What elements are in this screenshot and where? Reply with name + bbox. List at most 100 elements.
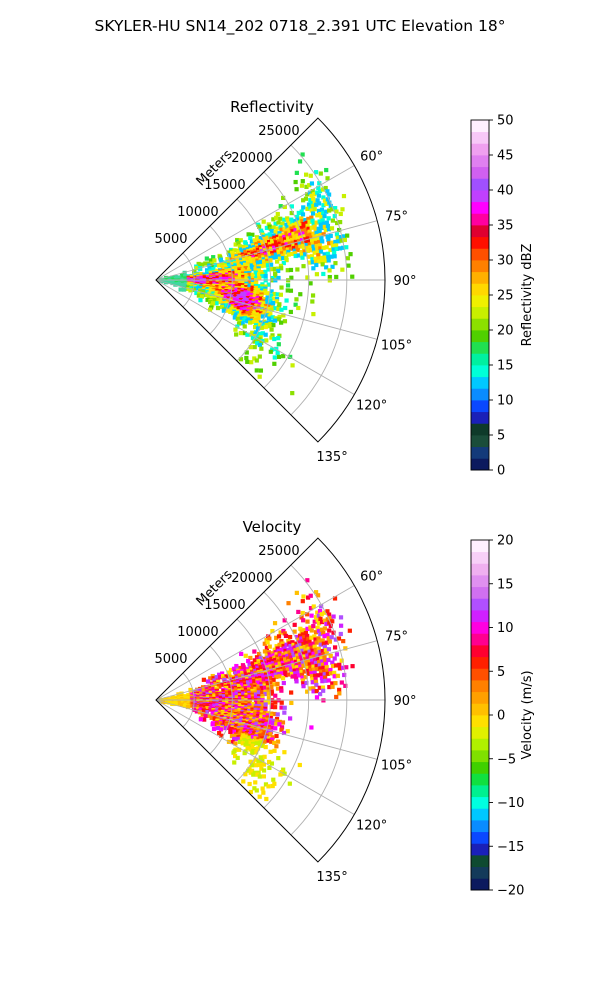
- echo-field: [157, 578, 355, 802]
- azimuth-tick-label: 135°: [316, 450, 347, 465]
- colorbar-segment: [471, 831, 489, 844]
- colorbar-segment: [471, 633, 489, 646]
- azimuth-gridline: [155, 279, 378, 340]
- sector-outline: [155, 117, 386, 443]
- colorbar-segment: [471, 353, 489, 366]
- colorbar-tick-label: 35: [497, 219, 514, 234]
- colorbar-segment: [471, 131, 489, 144]
- azimuth-gridline: [155, 699, 355, 815]
- colorbar-segment: [471, 400, 489, 413]
- colorbar-segment: [471, 703, 489, 716]
- azimuth-gridline: [155, 640, 378, 701]
- colorbar-segment: [471, 236, 489, 249]
- colorbar-segment: [471, 610, 489, 623]
- range-tick-label: 10000: [177, 625, 218, 640]
- colorbar-segment: [471, 155, 489, 168]
- figure-suptitle: SKYLER-HU SN14_202 0718_2.391 UTC Elevat…: [95, 17, 506, 36]
- colorbar-tick-label: 5: [497, 429, 505, 444]
- colorbar-segment: [471, 435, 489, 448]
- azimuth-tick-label: 60°: [360, 570, 383, 585]
- colorbar-segment: [471, 621, 489, 634]
- azimuth-tick-label: 90°: [393, 694, 416, 709]
- colorbar-tick-label: 0: [497, 709, 505, 724]
- colorbar-segment: [471, 341, 489, 354]
- colorbar-segment: [471, 166, 489, 179]
- colorbar-segment: [471, 190, 489, 203]
- azimuth-tick-label: 75°: [385, 630, 408, 645]
- colorbar-segment: [471, 318, 489, 331]
- colorbar-segment: [471, 260, 489, 273]
- colorbar-segment: [471, 855, 489, 868]
- colorbar: 0 5 10 15 20 25 30 35 40 45 50 Reflectivity dBZ: [470, 114, 535, 479]
- azimuth-gridline: [155, 279, 355, 395]
- colorbar-segment: [471, 306, 489, 319]
- colorbar: 20 15 10 5 0 −5 −10 −15 −20 Velocity (m/s): [470, 534, 535, 899]
- colorbar-tick-label: 40: [497, 184, 514, 199]
- colorbar-segment: [471, 283, 489, 296]
- colorbar-label: Reflectivity dBZ: [520, 244, 535, 347]
- colorbar-segment: [471, 213, 489, 226]
- colorbar-segment: [471, 248, 489, 261]
- azimuth-tick-label: 90°: [393, 274, 416, 289]
- panel-title: Velocity: [243, 518, 302, 536]
- colorbar-segment: [471, 458, 489, 471]
- velocity-panel: Velocity 5000 10000 15000 20000 25000 60° 75° 90…: [154, 518, 535, 899]
- azimuth-tick-label: 105°: [381, 338, 412, 353]
- reflectivity-panel: Reflectivity 5000 10000 15000 20000 25000 60° 7…: [154, 98, 535, 479]
- colorbar-tick-label: 10: [497, 394, 514, 409]
- colorbar-tick-label: 0: [497, 464, 505, 479]
- colorbar-tick-label: 15: [497, 577, 514, 592]
- colorbar-segment: [471, 563, 489, 576]
- colorbar-segment: [471, 446, 489, 459]
- colorbar-segment: [471, 785, 489, 798]
- colorbar-segment: [471, 866, 489, 879]
- azimuth-tick-label: 135°: [316, 870, 347, 885]
- colorbar-tick-label: −10: [497, 796, 524, 811]
- colorbar-segment: [471, 878, 489, 891]
- colorbar-segment: [471, 645, 489, 658]
- colorbar-label: Velocity (m/s): [520, 670, 535, 759]
- range-tick-label: 15000: [204, 178, 245, 193]
- azimuth-tick-label: 120°: [356, 819, 387, 834]
- colorbar-segment: [471, 120, 489, 133]
- azimuth-tick-label: 75°: [385, 210, 408, 225]
- colorbar-segment: [471, 773, 489, 786]
- range-tick-label: 5000: [154, 232, 187, 247]
- range-tick-label: 10000: [177, 205, 218, 220]
- colorbar-segment: [471, 738, 489, 751]
- colorbar-segment: [471, 715, 489, 728]
- colorbar-segment: [471, 376, 489, 389]
- colorbar-tick-label: 20: [497, 534, 514, 549]
- colorbar-tick-label: −20: [497, 884, 524, 899]
- colorbar-tick-label: −5: [497, 752, 516, 767]
- colorbar-segment: [471, 540, 489, 553]
- colorbar-segment: [471, 680, 489, 693]
- colorbar-segment: [471, 330, 489, 343]
- sector-outline: [155, 537, 386, 863]
- colorbar-tick-label: 20: [497, 324, 514, 339]
- colorbar-tick-label: −15: [497, 840, 524, 855]
- azimuth-tick-label: 60°: [360, 150, 383, 165]
- range-tick-label: 15000: [204, 598, 245, 613]
- colorbar-segment: [471, 295, 489, 308]
- panel-title: Reflectivity: [230, 98, 314, 116]
- colorbar-segment: [471, 656, 489, 669]
- colorbar-segment: [471, 586, 489, 599]
- colorbar-segment: [471, 201, 489, 214]
- range-tick-label: 5000: [154, 652, 187, 667]
- colorbar-tick-label: 45: [497, 149, 514, 164]
- colorbar-segment: [471, 726, 489, 739]
- azimuth-gridline: [155, 699, 378, 760]
- colorbar-segment: [471, 388, 489, 401]
- colorbar-segment: [471, 143, 489, 156]
- colorbar-segment: [471, 750, 489, 763]
- colorbar-segment: [471, 365, 489, 378]
- colorbar-segment: [471, 411, 489, 424]
- colorbar-tick-label: 10: [497, 621, 514, 636]
- colorbar-segment: [471, 808, 489, 821]
- colorbar-segment: [471, 271, 489, 284]
- colorbar-segment: [471, 691, 489, 704]
- azimuth-tick-label: 105°: [381, 758, 412, 773]
- colorbar-tick-label: 25: [497, 289, 514, 304]
- colorbar-segment: [471, 575, 489, 588]
